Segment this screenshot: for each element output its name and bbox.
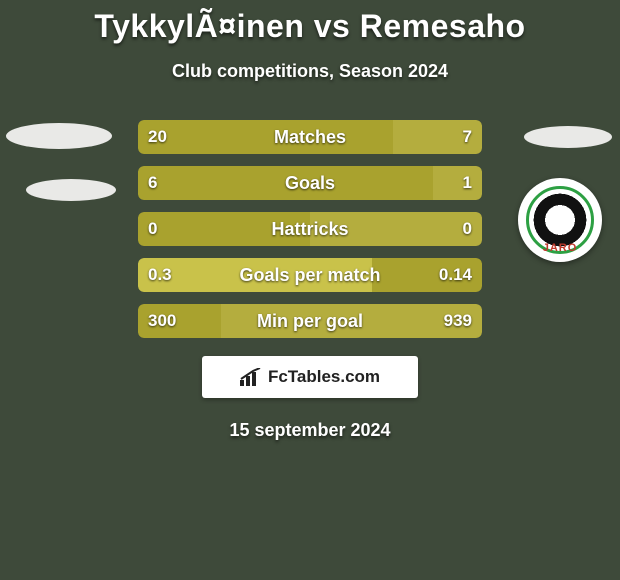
subtitle: Club competitions, Season 2024 <box>0 61 620 82</box>
chart-icon <box>240 368 262 386</box>
stat-label: Goals per match <box>0 258 620 292</box>
stat-label: Goals <box>0 166 620 200</box>
stat-label: Min per goal <box>0 304 620 338</box>
stat-row: 207Matches <box>0 120 620 154</box>
brand-text: FcTables.com <box>268 367 380 387</box>
stat-row: 0.30.14Goals per match <box>0 258 620 292</box>
page-title: TykkylÃ¤inen vs Remesaho <box>0 8 620 45</box>
brand-badge: FcTables.com <box>202 356 418 398</box>
date-text: 15 september 2024 <box>0 420 620 441</box>
stat-label: Matches <box>0 120 620 154</box>
stat-row: 61Goals <box>0 166 620 200</box>
comparison-infographic: TykkylÃ¤inen vs Remesaho Club competitio… <box>0 0 620 580</box>
stat-rows: 207Matches 61Goals 00Hattricks 0.30.14Goals… <box>0 120 620 338</box>
stat-row: 00Hattricks <box>0 212 620 246</box>
stat-row: 300939Min per goal <box>0 304 620 338</box>
stat-label: Hattricks <box>0 212 620 246</box>
